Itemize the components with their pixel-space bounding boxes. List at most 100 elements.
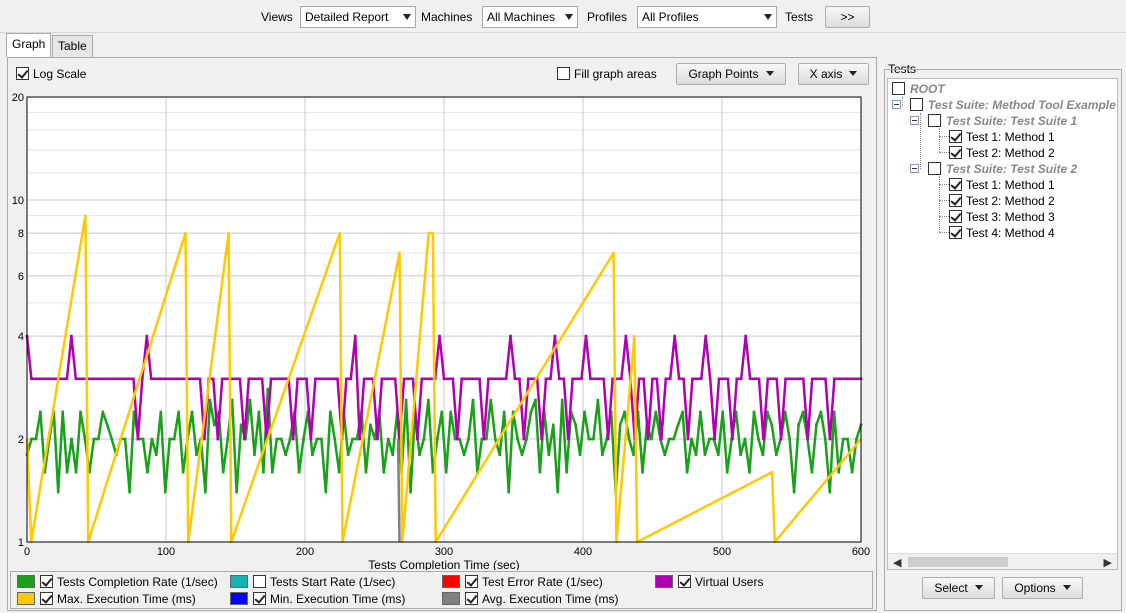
data-point-tests-completion-rate-1-sec <box>373 437 377 441</box>
options-button[interactable]: Options <box>1002 577 1083 599</box>
select-button[interactable]: Select <box>922 577 995 599</box>
x-axis-button[interactable]: X axis <box>798 63 869 85</box>
profiles-dropdown[interactable]: All Profiles <box>637 6 777 28</box>
data-point-virtual-users <box>779 437 783 441</box>
data-point-tests-completion-rate-1-sec <box>382 470 386 474</box>
data-point-virtual-users <box>677 377 681 381</box>
legend-checkbox[interactable] <box>253 575 266 588</box>
data-point-tests-completion-rate-1-sec <box>748 470 751 474</box>
data-point-virtual-users <box>784 377 787 381</box>
data-point-tests-completion-rate-1-sec <box>302 437 305 441</box>
data-point-virtual-users <box>136 437 140 441</box>
scroll-left-icon[interactable]: ◀ <box>893 557 902 569</box>
data-point-virtual-users <box>47 377 51 381</box>
data-point-tests-completion-rate-1-sec <box>92 437 96 441</box>
data-point-virtual-users <box>770 377 774 381</box>
data-point-tests-completion-rate-1-sec <box>534 398 537 402</box>
views-dropdown[interactable]: Detailed Report <box>300 6 416 28</box>
scroll-right-icon[interactable]: ▶ <box>1103 557 1112 569</box>
x-tick-label: 300 <box>435 546 453 558</box>
data-point-tests-completion-rate-1-sec <box>284 453 287 456</box>
tab-graph[interactable]: Graph <box>6 33 52 57</box>
test-checkbox[interactable] <box>949 130 962 143</box>
data-point-virtual-users <box>318 377 322 381</box>
suite-2-checkbox[interactable] <box>928 162 941 175</box>
data-point-virtual-users <box>141 377 144 381</box>
data-point-virtual-users <box>464 377 468 381</box>
test-tree[interactable]: ROOT Test Suite: Method Tool Example Tes… <box>887 78 1118 570</box>
legend-checkbox[interactable] <box>678 575 691 588</box>
data-point-tests-completion-rate-1-sec <box>708 437 711 441</box>
data-point-tests-completion-rate-1-sec <box>551 423 555 427</box>
data-point-tests-completion-rate-1-sec <box>221 470 225 474</box>
y-tick-label: 20 <box>12 92 24 104</box>
graph-points-button[interactable]: Graph Points <box>676 63 786 85</box>
data-point-virtual-users <box>699 377 703 381</box>
data-point-tests-completion-rate-1-sec <box>507 490 510 494</box>
data-point-tests-completion-rate-1-sec <box>172 437 176 441</box>
test-checkbox[interactable] <box>949 178 962 191</box>
log-scale-checkbox[interactable] <box>16 67 29 80</box>
test-checkbox[interactable] <box>949 194 962 207</box>
collapse-icon[interactable] <box>892 100 901 109</box>
test-checkbox[interactable] <box>949 226 962 239</box>
legend-checkbox[interactable] <box>40 575 53 588</box>
data-point-virtual-users <box>314 377 317 381</box>
data-point-virtual-users <box>668 377 672 381</box>
tests-expand-button[interactable]: >> <box>825 6 870 28</box>
tree-connector <box>939 184 949 185</box>
data-point-tests-completion-rate-1-sec <box>623 410 626 414</box>
horizontal-scrollbar[interactable]: ◀ ▶ <box>888 553 1117 569</box>
data-point-virtual-users <box>797 377 801 381</box>
suite-1-checkbox[interactable] <box>928 114 941 127</box>
data-point-tests-completion-rate-1-sec <box>346 453 350 456</box>
data-point-tests-completion-rate-1-sec <box>498 453 502 456</box>
data-point-tests-completion-rate-1-sec <box>257 410 261 414</box>
series-line-max-execution-time-ms <box>25 214 862 544</box>
data-point-virtual-users <box>385 377 388 381</box>
test-checkbox[interactable] <box>949 146 962 159</box>
tree-connector <box>939 136 949 137</box>
data-point-virtual-users <box>575 377 579 381</box>
legend-checkbox[interactable] <box>40 592 53 605</box>
data-point-tests-completion-rate-1-sec <box>275 437 279 441</box>
data-point-tests-completion-rate-1-sec <box>226 437 229 441</box>
data-point-tests-completion-rate-1-sec <box>177 410 180 414</box>
data-point-virtual-users <box>620 377 623 381</box>
y-tick-label: 2 <box>18 434 24 446</box>
collapse-icon[interactable] <box>910 116 919 125</box>
legend-checkbox[interactable] <box>465 592 478 605</box>
legend-swatch <box>442 592 460 605</box>
data-point-virtual-users <box>580 377 583 381</box>
data-point-virtual-users <box>269 377 273 381</box>
data-point-tests-completion-rate-1-sec <box>146 470 149 474</box>
data-point-virtual-users <box>212 377 215 381</box>
data-point-virtual-users <box>833 377 836 381</box>
data-point-tests-completion-rate-1-sec <box>159 410 163 414</box>
y-tick-label: 1 <box>18 537 24 549</box>
data-point-tests-completion-rate-1-sec <box>721 410 725 414</box>
tab-table[interactable]: Table <box>52 35 93 57</box>
data-point-tests-completion-rate-1-sec <box>418 453 421 456</box>
suite-main-checkbox[interactable] <box>910 98 923 111</box>
legend-checkbox[interactable] <box>465 575 478 588</box>
fill-graph-checkbox[interactable] <box>557 67 570 80</box>
root-checkbox[interactable] <box>892 82 905 95</box>
data-point-tests-completion-rate-1-sec <box>703 453 707 456</box>
data-point-virtual-users <box>420 377 424 381</box>
legend-checkbox[interactable] <box>253 592 266 605</box>
chevron-down-icon <box>849 71 858 76</box>
data-point-virtual-users <box>118 377 122 381</box>
data-point-virtual-users <box>775 377 779 381</box>
data-point-tests-completion-rate-1-sec <box>690 437 693 441</box>
y-tick-label: 10 <box>12 195 24 207</box>
collapse-icon[interactable] <box>910 164 919 173</box>
data-point-tests-completion-rate-1-sec <box>502 410 506 414</box>
data-point-virtual-users <box>331 377 335 381</box>
test-checkbox[interactable] <box>949 210 962 223</box>
scrollbar-thumb[interactable] <box>908 557 1008 567</box>
machines-dropdown[interactable]: All Machines <box>482 6 578 28</box>
data-point-tests-completion-rate-1-sec <box>547 453 551 456</box>
select-label: Select <box>934 581 968 595</box>
data-point-tests-completion-rate-1-sec <box>774 453 778 456</box>
